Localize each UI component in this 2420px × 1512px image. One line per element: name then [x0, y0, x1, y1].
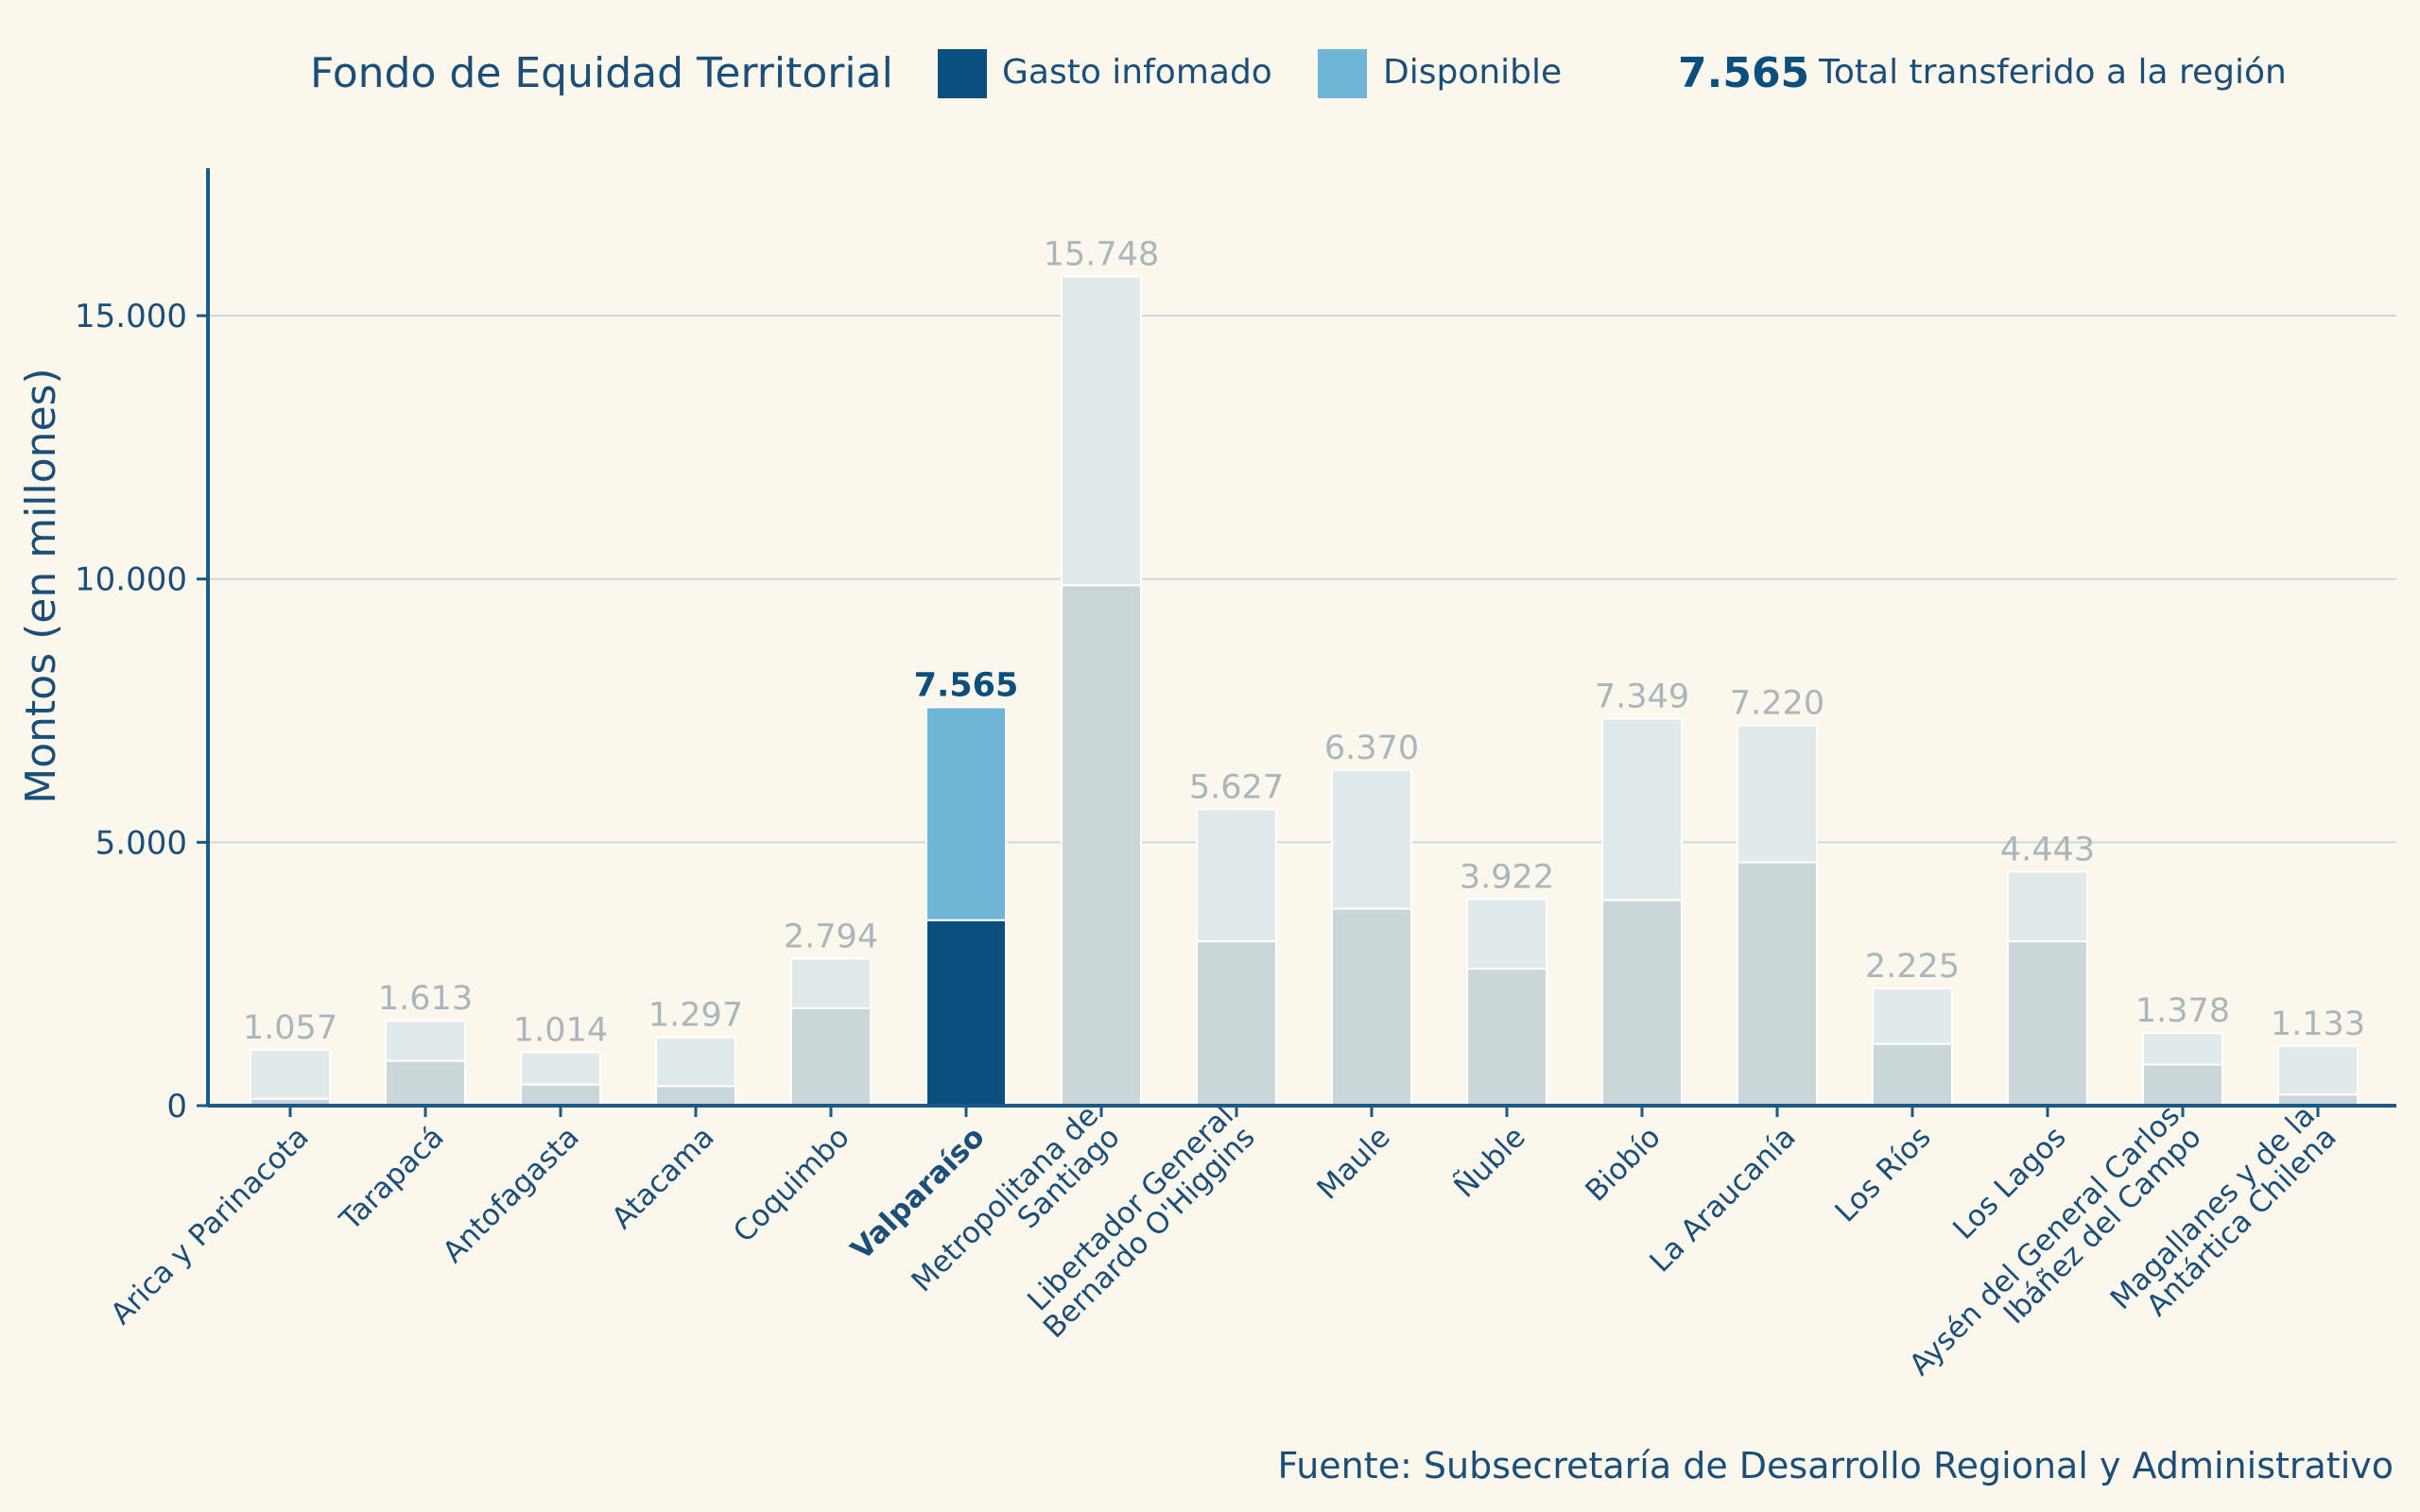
legend-label-spent: Gasto infomado [1002, 53, 1272, 92]
bar-available-5 [925, 706, 1007, 921]
category-label-line: Ñuble [1447, 1120, 1531, 1204]
bar-available-9 [1466, 898, 1547, 971]
bar-spent-5 [925, 919, 1007, 1108]
bar-available-8 [1331, 768, 1412, 910]
bar-available-4 [790, 957, 872, 1009]
chart-title: Fondo de Equidad Territorial [310, 49, 893, 97]
bar-spent-8 [1331, 907, 1412, 1107]
legend-label-available: Disponible [1383, 53, 1562, 92]
category-label-0: Arica y Parinacota [104, 1120, 316, 1332]
bar-spent-10 [1601, 899, 1683, 1107]
category-label-line: Antofagasta [436, 1120, 585, 1269]
bar-available-14 [2142, 1032, 2223, 1066]
y-tick-label: 15.000 [75, 298, 187, 335]
category-label-line: Tarapacá [333, 1120, 451, 1238]
category-label-12: Los Ríos [1828, 1120, 1937, 1228]
grid-layer: 0 5.000 10.000 15.000 [75, 298, 2396, 1125]
category-label-11: La Araucanía [1643, 1120, 1802, 1279]
bar-available-3 [655, 1036, 736, 1088]
legend-swatch-spent [938, 49, 987, 98]
value-label-14: 1.378 [2135, 992, 2230, 1030]
bar-available-2 [520, 1051, 601, 1086]
value-label-8: 6.370 [1324, 730, 1419, 767]
source-note: Fuente: Subsecretaría de Desarrollo Regi… [1277, 1445, 2394, 1486]
value-label-11: 7.220 [1730, 685, 1824, 723]
y-tick-label: 5.000 [95, 824, 187, 862]
bar-spent-9 [1466, 968, 1547, 1107]
bar-spent-14 [2142, 1063, 2223, 1108]
category-label-line: La Araucanía [1643, 1120, 1802, 1279]
bar-available-15 [2277, 1044, 2359, 1096]
value-label-4: 2.794 [784, 918, 878, 955]
value-label-6: 15.748 [1044, 235, 1159, 273]
category-label-2: Antofagasta [436, 1120, 585, 1269]
category-label-4: Coquimbo [727, 1120, 856, 1249]
bar-spent-13 [2007, 940, 2088, 1107]
bar-available-1 [385, 1020, 466, 1062]
bar-available-10 [1601, 717, 1683, 902]
bar-spent-11 [1737, 861, 1818, 1107]
value-label-12: 2.225 [1865, 948, 1960, 986]
bar-spent-2 [520, 1083, 601, 1108]
bar-available-7 [1196, 808, 1277, 943]
value-label-0: 1.057 [243, 1009, 337, 1047]
category-label-3: Atacama [605, 1120, 720, 1235]
value-label-10: 7.349 [1595, 678, 1689, 715]
bar-available-0 [250, 1049, 331, 1100]
legend-total-value: 7.565 [1678, 49, 1809, 97]
bar-available-6 [1061, 275, 1142, 587]
y-axis-label: Montos (en millones) [17, 368, 65, 803]
value-label-2: 1.014 [513, 1011, 608, 1049]
category-label-8: Maule [1310, 1120, 1396, 1206]
bar-spent-4 [790, 1006, 872, 1108]
bar-spent-12 [1872, 1042, 1953, 1108]
category-label-line: Arica y Parinacota [104, 1120, 316, 1332]
category-label-1: Tarapacá [333, 1120, 451, 1238]
legend-total-label: Total transferido a la región [1818, 53, 2287, 92]
category-label-10: Biobío [1579, 1120, 1667, 1208]
bar-spent-7 [1196, 940, 1277, 1107]
y-tick-label: 0 [166, 1088, 187, 1125]
category-label-line: Biobío [1579, 1120, 1667, 1208]
category-label-line: Atacama [605, 1120, 720, 1235]
bar-spent-1 [385, 1059, 466, 1108]
value-label-3: 1.297 [648, 997, 743, 1035]
bar-spent-3 [655, 1085, 736, 1107]
value-label-5: 7.565 [914, 666, 1019, 704]
value-label-9: 3.922 [1460, 858, 1554, 896]
bar-spent-6 [1061, 584, 1142, 1107]
bars-layer [250, 275, 2359, 1117]
y-tick-label: 10.000 [75, 561, 187, 599]
bar-available-13 [2007, 870, 2088, 943]
value-label-7: 5.627 [1189, 768, 1284, 806]
category-label-9: Ñuble [1447, 1120, 1531, 1204]
bar-available-11 [1737, 724, 1818, 864]
category-label-line: Coquimbo [727, 1120, 856, 1249]
value-label-13: 4.443 [2000, 831, 2095, 868]
legend-swatch-available [1318, 49, 1367, 98]
value-label-15: 1.133 [2271, 1005, 2365, 1043]
category-label-line: Maule [1310, 1120, 1396, 1206]
value-label-1: 1.613 [378, 980, 473, 1018]
bar-available-12 [1872, 988, 1953, 1045]
category-label-line: Los Ríos [1828, 1120, 1937, 1228]
